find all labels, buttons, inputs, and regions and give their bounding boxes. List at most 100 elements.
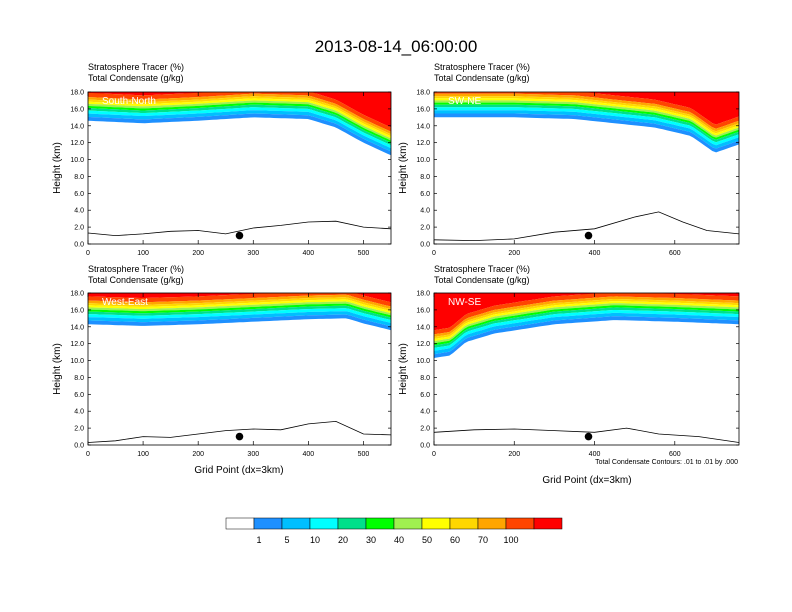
contour-note: Total Condensate Contours: .01 to .01 by…: [595, 459, 738, 466]
x-tick-label: 600: [669, 451, 681, 458]
y-tick-label: 10.0: [70, 157, 84, 164]
tracer-band: [434, 303, 739, 344]
panel-label-line1: Stratosphere Tracer (%): [434, 62, 530, 72]
y-axis-label: Height (km): [398, 142, 409, 194]
colorbar-label: 60: [450, 535, 460, 545]
colorbar-label: 5: [284, 535, 289, 545]
y-tick-label: 0.0: [74, 443, 84, 450]
y-tick-label: 16.0: [416, 106, 430, 113]
plot-area-sw-ne: SW-NE 0.0 2.0 4.0 6.0 8.0 10.0 12.0 14.0 16.0 18.0…: [416, 90, 740, 257]
y-tick-label: 4.0: [420, 409, 430, 416]
y-tick-label: 10.0: [416, 358, 430, 365]
y-tick-label: 2.0: [420, 225, 430, 232]
y-tick-label: 0.0: [420, 443, 430, 450]
x-tick-label: 200: [508, 250, 520, 257]
y-tick-label: 8.0: [420, 375, 430, 382]
x-tick-label: 400: [589, 250, 601, 257]
colorbar: 1 5 10 20 30 40 50 60 70 100: [225, 517, 563, 545]
y-axis-label: Height (km): [52, 343, 63, 395]
colorbar-label: 70: [478, 535, 488, 545]
colorbar-swatch: [477, 517, 507, 530]
x-tick-label: 0: [432, 250, 436, 257]
x-tick-label: 100: [137, 451, 149, 458]
panel-label-line2: Total Condensate (g/kg): [434, 73, 530, 83]
y-tick-label: 4.0: [74, 208, 84, 215]
y-tick-label: 8.0: [74, 174, 84, 181]
colorbar-swatch: [449, 517, 479, 530]
tracer-band: [434, 312, 739, 355]
tracer-band-100: [88, 293, 391, 303]
tracer-band: [434, 293, 739, 335]
y-tick-label: 14.0: [416, 324, 430, 331]
x-tick-label: 400: [303, 250, 315, 257]
panel-nw-se: Stratosphere Tracer (%) Total Condensate…: [398, 264, 740, 486]
panel-label-line2: Total Condensate (g/kg): [88, 275, 184, 285]
y-tick-label: 14.0: [416, 123, 430, 130]
y-tick-label: 10.0: [70, 358, 84, 365]
colorbar-label: 100: [503, 535, 518, 545]
y-tick-label: 0.0: [74, 242, 84, 249]
colorbar-swatch: [309, 517, 339, 530]
terrain-line: [433, 211, 740, 242]
x-tick-label: 100: [137, 250, 149, 257]
y-tick-label: 0.0: [420, 242, 430, 249]
y-tick-label: 6.0: [74, 191, 84, 198]
y-tick-label: 4.0: [420, 208, 430, 215]
colorbar-swatch: [533, 517, 563, 530]
y-tick-label: 6.0: [74, 392, 84, 399]
location-marker: [235, 231, 244, 240]
y-tick-label: 18.0: [416, 291, 430, 298]
x-tick-label: 300: [247, 250, 259, 257]
colorbar-swatch: [225, 517, 255, 530]
plot-area-south-north: South-North 0.0 2.0 4.0 6.0 8.0 10.0 12.0 14.0 16…: [70, 90, 392, 257]
x-tick-label: 0: [86, 250, 90, 257]
tracer-band: [88, 293, 391, 307]
tracer-band: [434, 301, 739, 342]
x-tick-label: 200: [192, 250, 204, 257]
colorbar-label: 1: [256, 535, 261, 545]
tracer-band: [434, 307, 739, 348]
y-tick-label: 6.0: [420, 191, 430, 198]
y-tick-label: 16.0: [70, 106, 84, 113]
x-tick-label: 300: [247, 451, 259, 458]
panel-label-line2: Total Condensate (g/kg): [434, 275, 530, 285]
location-marker: [235, 432, 244, 441]
tracer-band: [88, 308, 391, 323]
tracer-band: [434, 299, 739, 339]
plot-area-west-east: West-East 0.0 2.0 4.0 6.0 8.0 10.0 12.0 14.0 16.0…: [70, 291, 392, 458]
x-axis-label: Grid Point (dx=3km): [194, 465, 283, 476]
panel-label-line1: Stratosphere Tracer (%): [434, 264, 530, 274]
y-tick-label: 12.0: [416, 140, 430, 147]
panel-name: SW-NE: [448, 96, 481, 107]
tracer-band: [88, 92, 391, 132]
x-tick-label: 400: [589, 451, 601, 458]
colorbar-swatch: [505, 517, 535, 530]
plot-frame: [87, 91, 392, 245]
y-tick-label: 18.0: [70, 291, 84, 298]
x-axis-label: Grid Point (dx=3km): [542, 475, 631, 486]
colorbar-swatch: [337, 517, 367, 530]
y-tick-label: 12.0: [416, 341, 430, 348]
y-tick-label: 14.0: [70, 324, 84, 331]
colorbar-label: 50: [422, 535, 432, 545]
x-tick-label: 600: [669, 250, 681, 257]
y-tick-label: 8.0: [420, 174, 430, 181]
y-tick-label: 18.0: [416, 90, 430, 97]
y-tick-label: 14.0: [70, 123, 84, 130]
location-marker: [584, 432, 593, 441]
y-axis-label: Height (km): [398, 343, 409, 395]
colorbar-swatch: [393, 517, 423, 530]
panel-label-line2: Total Condensate (g/kg): [88, 73, 184, 83]
y-tick-label: 6.0: [420, 392, 430, 399]
tracer-band: [434, 316, 739, 358]
tracer-band: [88, 314, 391, 331]
figure-title: 2013-08-14_06:00:00: [315, 37, 478, 56]
tracer-band-100: [434, 293, 739, 331]
panel-label-line1: Stratosphere Tracer (%): [88, 264, 184, 274]
y-tick-label: 16.0: [70, 307, 84, 314]
y-tick-label: 16.0: [416, 307, 430, 314]
y-tick-label: 2.0: [74, 426, 84, 433]
y-tick-label: 2.0: [74, 225, 84, 232]
x-tick-label: 400: [303, 451, 315, 458]
